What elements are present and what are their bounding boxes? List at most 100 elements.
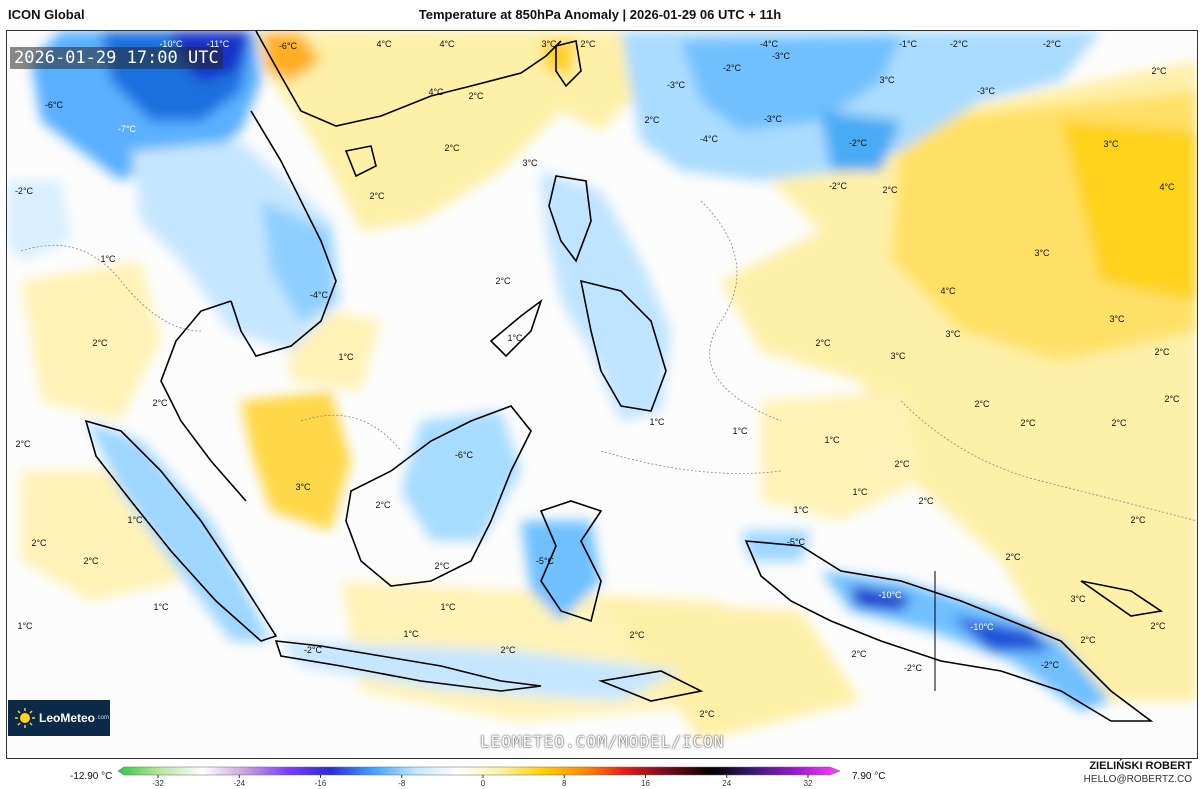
temperature-label: 2°C xyxy=(444,143,460,153)
temperature-label: 3°C xyxy=(522,158,538,168)
model-name: ICON Global xyxy=(8,7,85,22)
colorbar-gradient xyxy=(118,766,841,776)
temperature-label: 2°C xyxy=(1130,515,1146,525)
temperature-label: -2°C xyxy=(723,63,742,73)
colorbar-ticks: -32 -24 -16 -8 0 8 16 24 32 xyxy=(152,775,813,788)
temperature-label: 2°C xyxy=(882,185,898,195)
temperature-label: 4°C xyxy=(376,39,392,49)
anomaly-fill xyxy=(7,31,1197,741)
temperature-label: -4°C xyxy=(310,290,329,300)
temperature-label: 2°C xyxy=(495,276,511,286)
colorbar-tick-label: 24 xyxy=(722,779,731,788)
colorbar-tick-label: 8 xyxy=(562,779,567,788)
leometeo-logo: LeoMeteo .com xyxy=(8,700,110,736)
colorbar-tick-label: -24 xyxy=(233,779,245,788)
temperature-label: 2°C xyxy=(92,338,108,348)
header: ICON Global Temperature at 850hPa Anomal… xyxy=(0,0,1200,28)
temperature-label: 2°C xyxy=(1111,418,1127,428)
temperature-label: -1°C xyxy=(899,39,918,49)
temperature-label: 2°C xyxy=(468,91,484,101)
temperature-label: 3°C xyxy=(945,329,961,339)
temperature-label: -2°C xyxy=(829,181,848,191)
temperature-label: -6°C xyxy=(455,450,474,460)
temperature-label: -6°C xyxy=(45,100,64,110)
sun-icon xyxy=(15,708,35,728)
temperature-label: 2°C xyxy=(1154,347,1170,357)
temperature-label: 4°C xyxy=(439,39,455,49)
temperature-label: 1°C xyxy=(100,254,116,264)
map-canvas: -10°C -11°C -6°C 4°C 4°C 3°C 2°C -4°C -1°C -2°C -2… xyxy=(7,31,1197,758)
temperature-label: -2°C xyxy=(904,663,923,673)
temperature-label: 2°C xyxy=(1020,418,1036,428)
logo-text: LeoMeteo xyxy=(39,711,96,725)
temperature-label: -3°C xyxy=(772,51,791,61)
temperature-label: -3°C xyxy=(764,114,783,124)
temperature-label: 4°C xyxy=(940,286,956,296)
temperature-label: -2°C xyxy=(15,186,34,196)
anomaly-map[interactable]: -10°C -11°C -6°C 4°C 4°C 3°C 2°C -4°C -1°C -2°C -2… xyxy=(6,30,1198,759)
temperature-label: 2°C xyxy=(1080,635,1096,645)
colorbar-tick-label: -32 xyxy=(152,779,164,788)
temperature-label: 3°C xyxy=(541,39,557,49)
temperature-label: 2°C xyxy=(434,561,450,571)
temperature-label: 1°C xyxy=(440,602,456,612)
temperature-label: 3°C xyxy=(1034,248,1050,258)
temperature-label: 1°C xyxy=(824,435,840,445)
temperature-label: 3°C xyxy=(890,351,906,361)
temperature-label: -4°C xyxy=(760,39,779,49)
temperature-label: 3°C xyxy=(1070,594,1086,604)
temperature-label: 1°C xyxy=(17,621,33,631)
temperature-label: 2°C xyxy=(500,645,516,655)
temperature-label: 2°C xyxy=(1005,552,1021,562)
temperature-label: -4°C xyxy=(700,134,719,144)
temperature-label: 1°C xyxy=(793,505,809,515)
logo-sub: .com xyxy=(96,715,110,721)
temperature-label: -11°C xyxy=(207,39,230,49)
temperature-label: 2°C xyxy=(851,649,867,659)
footer: -12.90 °C -32 -24 -16 -8 0 8 16 24 32 7.90 °C ZI… xyxy=(0,760,1200,789)
watermark: LEOMETEO.COM/MODEL/ICON xyxy=(480,732,725,751)
colorbar-min-label: -12.90 °C xyxy=(70,771,113,782)
colorbar-max-label: 7.90 °C xyxy=(852,771,886,782)
temperature-label: 1°C xyxy=(403,629,419,639)
temperature-label: 2°C xyxy=(894,459,910,469)
temperature-label: 2°C xyxy=(644,115,660,125)
temperature-label: -2°C xyxy=(1041,660,1060,670)
temperature-label: -10°C xyxy=(159,39,183,49)
temperature-label: 2°C xyxy=(1150,621,1166,631)
temperature-label: 3°C xyxy=(295,482,311,492)
temperature-label: 3°C xyxy=(1109,314,1125,324)
colorbar: -32 -24 -16 -8 0 8 16 24 32 xyxy=(118,766,841,788)
contours xyxy=(20,200,1197,522)
coastlines xyxy=(84,31,1164,722)
temperature-label: 2°C xyxy=(629,630,645,640)
temperature-label: 4°C xyxy=(1159,182,1175,192)
temperature-label: 1°C xyxy=(852,487,868,497)
temperature-label: -3°C xyxy=(977,86,996,96)
temperature-label: 1°C xyxy=(732,426,748,436)
temperature-label: 2°C xyxy=(369,191,385,201)
temperature-label: -6°C xyxy=(279,41,298,51)
temperature-labels: -10°C -11°C -6°C 4°C 4°C 3°C 2°C -4°C -1°C -2°C -2… xyxy=(15,39,1180,719)
temperature-label: -10°C xyxy=(970,622,994,632)
temperature-label: 2°C xyxy=(815,338,831,348)
temperature-label: -5°C xyxy=(536,556,555,566)
colorbar-tick-label: -16 xyxy=(315,779,327,788)
temperature-label: 2°C xyxy=(375,500,391,510)
colorbar-tick-label: 32 xyxy=(804,779,813,788)
temperature-label: 2°C xyxy=(1151,66,1167,76)
temperature-label: 2°C xyxy=(1164,394,1180,404)
temperature-label: -2°C xyxy=(849,138,868,148)
colorbar-tick-label: 0 xyxy=(481,779,486,788)
colorbar-tick-label: 16 xyxy=(641,779,650,788)
temperature-label: 2°C xyxy=(83,556,99,566)
temperature-label: -7°C xyxy=(118,124,137,134)
temperature-label: 1°C xyxy=(153,602,169,612)
map-title: Temperature at 850hPa Anomaly | 2026-01-… xyxy=(418,7,782,22)
temperature-label: -2°C xyxy=(304,645,323,655)
author-email: HELLO@ROBERTZ.CO xyxy=(1083,774,1192,785)
temperature-label: -2°C xyxy=(1043,39,1062,49)
temperature-label: -5°C xyxy=(787,537,806,547)
temperature-label: 2°C xyxy=(580,39,596,49)
temperature-label: -2°C xyxy=(950,39,969,49)
